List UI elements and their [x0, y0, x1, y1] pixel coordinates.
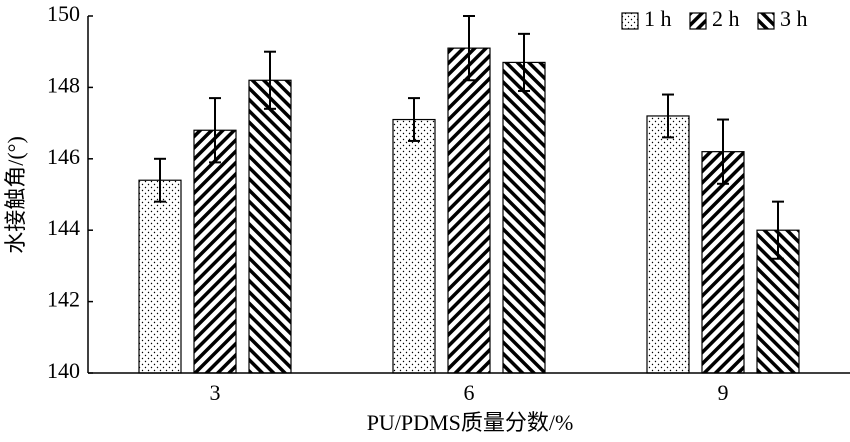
y-tick-label: 144	[47, 215, 80, 240]
bar	[392, 118, 436, 374]
bar	[756, 229, 800, 374]
bar	[502, 61, 546, 374]
x-tick-label: 6	[464, 380, 475, 405]
legend-swatch	[621, 12, 639, 30]
error-bar	[717, 118, 729, 185]
error-bar	[209, 97, 221, 164]
legend-label: 2 h	[712, 6, 740, 31]
legend-swatch	[757, 12, 775, 30]
y-tick-label: 150	[47, 1, 80, 26]
bar	[138, 179, 182, 374]
legend-label: 3 h	[780, 6, 808, 31]
error-bar	[408, 97, 420, 142]
y-tick-label: 146	[47, 144, 80, 169]
error-bar	[154, 157, 166, 203]
x-tick-label: 9	[718, 380, 729, 405]
error-bar	[518, 32, 530, 92]
legend-swatch	[689, 12, 707, 30]
error-bar	[772, 200, 784, 260]
bar	[646, 115, 690, 374]
error-bar	[463, 15, 475, 82]
error-bar	[264, 50, 276, 110]
bar	[248, 79, 292, 374]
y-axis-label: 水接触角/(°)	[3, 136, 28, 254]
y-tick-label: 140	[47, 358, 80, 383]
bar	[193, 129, 237, 374]
y-tick-label: 142	[47, 287, 80, 312]
bar	[447, 47, 491, 374]
x-tick-label: 3	[210, 380, 221, 405]
y-tick-label: 148	[47, 72, 80, 97]
bar	[701, 151, 745, 374]
x-axis-label: PU/PDMS质量分数/%	[367, 410, 574, 435]
error-bar	[662, 93, 674, 139]
legend-label: 1 h	[644, 6, 672, 31]
